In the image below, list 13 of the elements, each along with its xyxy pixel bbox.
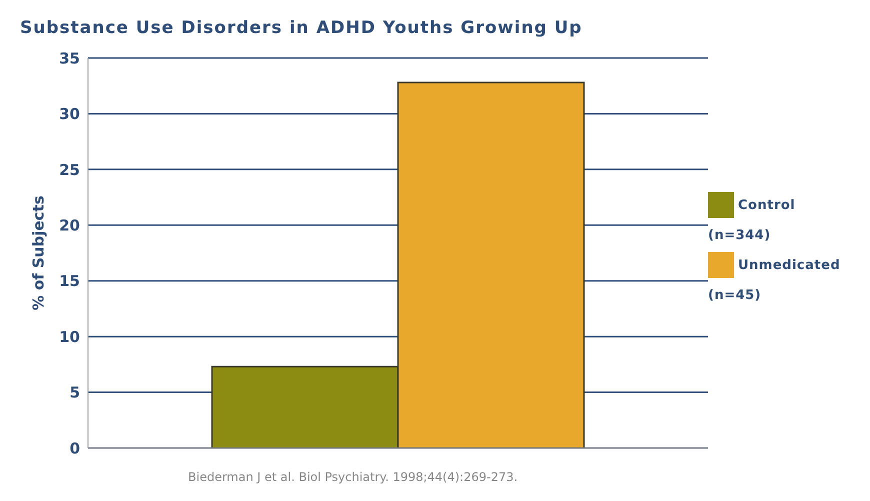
text: Biederman J et al. Biol Psychiatry. 1998;44(4):269-273. (188, 470, 518, 484)
y-tick-label: 25 (59, 160, 80, 179)
y-tick-label: 30 (59, 105, 80, 124)
y-tick-label: 20 (59, 216, 80, 234)
legend-label: Unmedicated (n=45) (708, 258, 840, 302)
y-axis-title: % of Subjects (29, 196, 48, 310)
y-tick-label: 5 (70, 384, 80, 402)
chart-title: Substance Use Disorders in ADHD Youths Growing Up (20, 18, 582, 38)
legend-label: Control (n=344) (708, 198, 796, 242)
y-tick-label: 15 (59, 272, 80, 290)
y-tick-label: 0 (70, 439, 80, 458)
y-tick-label: 10 (59, 328, 80, 346)
y-tick-label: 35 (59, 49, 80, 68)
